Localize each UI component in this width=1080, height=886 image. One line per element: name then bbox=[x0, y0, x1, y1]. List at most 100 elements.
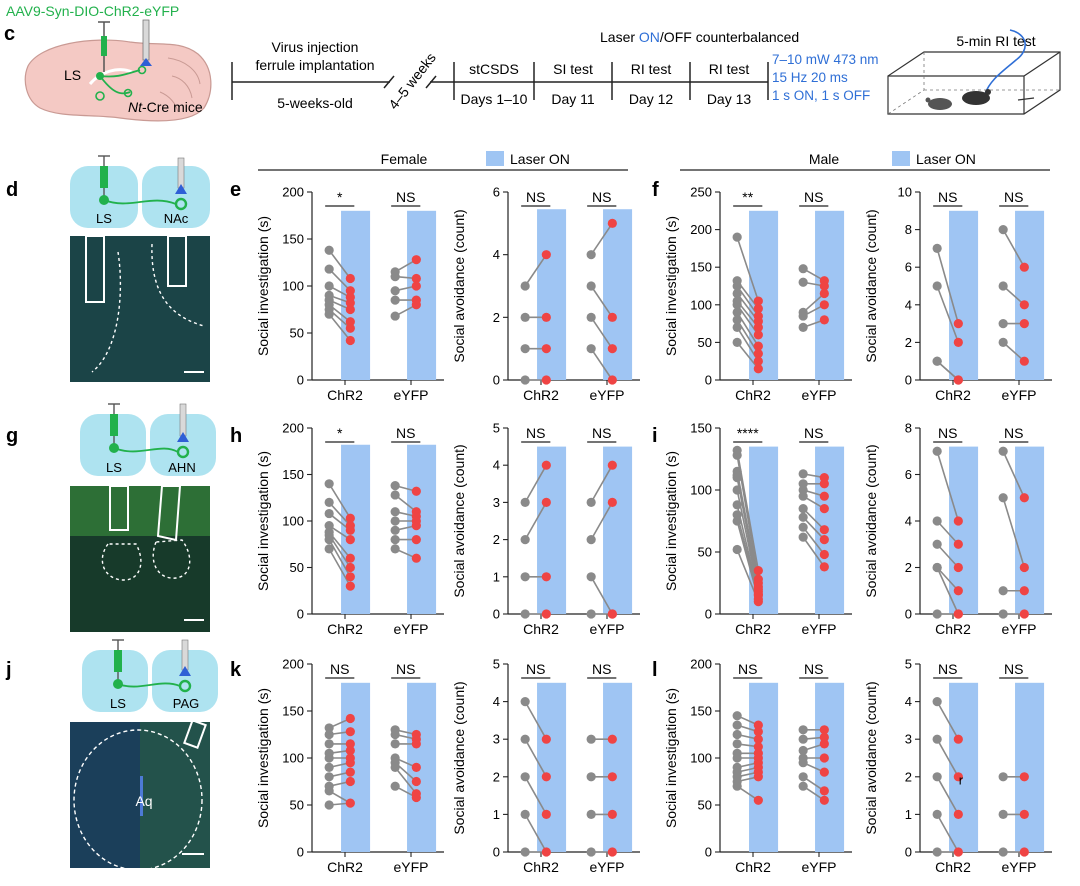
schematic-source: LS bbox=[96, 211, 112, 226]
y-tick-label: 150 bbox=[690, 260, 712, 275]
panel-d-schematic: d LS NAc bbox=[6, 155, 210, 382]
laser-off-point bbox=[324, 309, 334, 319]
laser-on-point bbox=[411, 553, 421, 563]
y-tick-label: 100 bbox=[282, 751, 304, 766]
laser-on-point bbox=[1019, 586, 1029, 596]
laser-on-point bbox=[541, 460, 551, 470]
pair-line bbox=[936, 451, 960, 522]
laser-on-point bbox=[819, 525, 829, 535]
pair-line bbox=[936, 285, 960, 343]
laser-on-point bbox=[411, 776, 421, 787]
y-tick-label: 1 bbox=[905, 807, 912, 822]
laser-on-point bbox=[345, 739, 355, 749]
pair-line bbox=[1002, 229, 1026, 268]
pair-line bbox=[524, 254, 547, 287]
y-tick-label: 0 bbox=[905, 607, 912, 622]
female-label: Female bbox=[381, 151, 428, 167]
laser-on-point bbox=[607, 772, 617, 782]
laser-off-point bbox=[932, 356, 942, 366]
y-tick-label: 2 bbox=[493, 532, 500, 547]
y-tick-label: 100 bbox=[690, 297, 712, 312]
laser-off-point bbox=[732, 544, 742, 555]
significance-label: NS bbox=[396, 661, 415, 677]
laser-on-point bbox=[953, 375, 963, 385]
panel-g-schematic: g LS AHN bbox=[6, 403, 216, 632]
chart-l2: 0 1 2 3 4 5 Social avoidance (count) ChR2 NS eYFP… bbox=[863, 657, 1052, 875]
chart-i2: 0 2 4 6 8 Social avoidance (count) ChR2 NS eYFP N… bbox=[863, 421, 1052, 637]
laser-off-point bbox=[324, 497, 334, 507]
y-tick-label: 5 bbox=[493, 421, 500, 436]
y-axis-label: Social investigation (s) bbox=[663, 216, 679, 356]
laser-on-bar bbox=[949, 446, 979, 614]
laser-off-point bbox=[390, 311, 400, 321]
laser-off-point bbox=[798, 745, 808, 756]
chart-h2: 0 1 2 3 4 5 Social avoidance (count) ChR2 NS eYFP… bbox=[451, 421, 640, 637]
laser-on-point bbox=[541, 772, 551, 782]
laser-off-point bbox=[932, 772, 942, 782]
laser-off-point bbox=[798, 512, 808, 522]
laser-off-point bbox=[324, 245, 334, 255]
laser-off-point bbox=[324, 723, 334, 733]
laser-on-point bbox=[953, 516, 963, 526]
y-tick-label: 3 bbox=[493, 732, 500, 747]
laser-counterbalanced-label: Laser ON/OFF counterbalanced bbox=[600, 29, 799, 45]
brain-icon bbox=[24, 19, 212, 122]
laser-on-point bbox=[607, 734, 617, 744]
laser-on-point bbox=[411, 300, 421, 310]
pair-line bbox=[590, 348, 613, 381]
y-tick-label: 150 bbox=[690, 704, 712, 719]
y-axis-label: Social avoidance (count) bbox=[451, 209, 467, 362]
mouse-icon bbox=[962, 91, 990, 105]
laser-on-point bbox=[607, 460, 617, 470]
laser-off-point bbox=[520, 344, 530, 354]
y-tick-label: 10 bbox=[898, 185, 912, 200]
y-tick-label: 0 bbox=[705, 373, 712, 388]
pair-line bbox=[936, 248, 960, 324]
laser-on-point bbox=[819, 767, 829, 777]
laser-param: 1 s ON, 1 s OFF bbox=[772, 88, 870, 103]
laser-off-point bbox=[520, 375, 530, 385]
laser-on-point bbox=[345, 776, 355, 787]
laser-on-point bbox=[411, 762, 421, 773]
panel-letter-h: h bbox=[230, 425, 242, 447]
schematic-source: LS bbox=[106, 460, 122, 475]
laser-off-point bbox=[324, 729, 334, 740]
laser-off-point bbox=[390, 295, 400, 305]
laser-on-bar bbox=[537, 446, 567, 614]
pair-line bbox=[590, 576, 614, 615]
y-tick-label: 4 bbox=[493, 458, 500, 473]
significance-label: NS bbox=[396, 189, 415, 205]
y-tick-label: 4 bbox=[493, 694, 500, 709]
laser-off-point bbox=[586, 809, 596, 820]
y-tick-label: 0 bbox=[705, 607, 712, 622]
panel-letter-e: e bbox=[230, 179, 241, 201]
laser-off-point bbox=[932, 809, 942, 820]
laser-on-point bbox=[607, 847, 617, 857]
y-tick-label: 50 bbox=[698, 798, 712, 813]
laser-off-point bbox=[390, 286, 400, 296]
laser-off-point bbox=[732, 729, 742, 740]
laser-on-point bbox=[345, 581, 355, 591]
y-tick-label: 3 bbox=[905, 732, 912, 747]
laser-on-bar bbox=[1015, 682, 1045, 852]
pair-line bbox=[328, 313, 351, 342]
laser-on-point bbox=[411, 792, 421, 803]
timeline-stage-bottom: Days 1–10 bbox=[461, 91, 528, 107]
y-tick-label: 200 bbox=[690, 657, 712, 672]
laser-on-point bbox=[953, 586, 963, 596]
laser-off-point bbox=[520, 535, 530, 545]
laser-on-point bbox=[541, 572, 551, 582]
laser-on-point bbox=[753, 322, 763, 332]
laser-on-point bbox=[345, 298, 355, 308]
y-tick-label: 2 bbox=[493, 310, 500, 325]
pair-line bbox=[936, 814, 960, 853]
schematic-target: NAc bbox=[164, 211, 189, 226]
y-tick-label: 0 bbox=[905, 373, 912, 388]
y-axis-label: Social avoidance (count) bbox=[863, 209, 879, 362]
laser-on-point bbox=[953, 319, 963, 329]
y-tick-label: 250 bbox=[690, 185, 712, 200]
significance-label: NS bbox=[938, 425, 957, 441]
ri-box-label: 5-min RI test bbox=[956, 33, 1035, 49]
laser-off-point bbox=[324, 521, 334, 531]
y-tick-label: 0 bbox=[493, 607, 500, 622]
